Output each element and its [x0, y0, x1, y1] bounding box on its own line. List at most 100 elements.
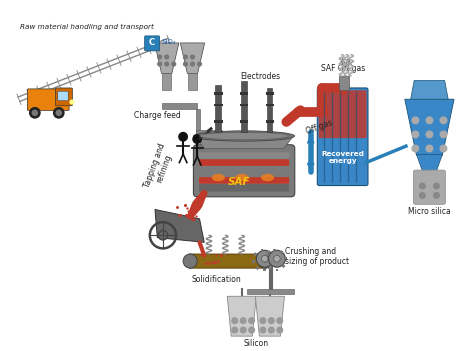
Bar [264, 260, 267, 263]
Bar [196, 108, 200, 134]
FancyBboxPatch shape [317, 88, 368, 186]
Circle shape [187, 214, 193, 219]
Bar [268, 266, 272, 270]
FancyBboxPatch shape [27, 89, 69, 111]
Circle shape [199, 193, 205, 199]
Bar [267, 250, 271, 254]
Circle shape [262, 256, 268, 262]
Circle shape [191, 205, 198, 213]
Circle shape [56, 110, 61, 115]
Circle shape [201, 191, 207, 197]
Bar [266, 120, 274, 123]
Bar [163, 103, 197, 108]
FancyBboxPatch shape [199, 152, 289, 159]
Polygon shape [155, 43, 179, 73]
Circle shape [30, 108, 40, 118]
Bar [282, 264, 285, 268]
Text: Recovered
energy: Recovered energy [321, 151, 364, 164]
Bar [196, 130, 221, 134]
Circle shape [200, 193, 206, 198]
Circle shape [158, 55, 162, 59]
Circle shape [249, 327, 255, 333]
Text: Off gas: Off gas [305, 118, 334, 136]
Circle shape [434, 183, 439, 189]
Circle shape [190, 207, 197, 214]
Circle shape [179, 133, 187, 141]
Polygon shape [255, 296, 284, 336]
FancyBboxPatch shape [193, 145, 295, 197]
Ellipse shape [261, 174, 274, 181]
Bar [241, 81, 247, 132]
Text: Crushing and
sizing of product: Crushing and sizing of product [285, 247, 349, 266]
Circle shape [232, 318, 237, 324]
Circle shape [419, 193, 425, 198]
Circle shape [277, 318, 283, 324]
Circle shape [232, 327, 237, 333]
FancyBboxPatch shape [199, 159, 289, 166]
Polygon shape [180, 43, 205, 73]
FancyBboxPatch shape [55, 88, 73, 106]
Circle shape [172, 62, 175, 66]
Circle shape [54, 108, 64, 118]
Circle shape [70, 100, 74, 104]
Bar [247, 289, 294, 294]
Bar [272, 257, 274, 260]
FancyBboxPatch shape [199, 177, 289, 184]
Circle shape [260, 318, 266, 324]
Ellipse shape [235, 174, 248, 181]
Circle shape [197, 195, 204, 202]
Bar [284, 257, 287, 260]
Circle shape [412, 145, 419, 152]
Polygon shape [417, 154, 442, 174]
Text: C: C [149, 38, 155, 47]
Circle shape [240, 318, 246, 324]
Circle shape [191, 204, 200, 212]
Bar [266, 92, 274, 95]
Circle shape [192, 200, 201, 210]
Bar [273, 249, 275, 252]
Bar [240, 120, 248, 123]
Circle shape [197, 196, 204, 203]
Circle shape [196, 197, 204, 204]
Text: Micro silica: Micro silica [408, 207, 451, 216]
Text: SiO₂: SiO₂ [161, 39, 176, 45]
Circle shape [268, 250, 285, 267]
FancyBboxPatch shape [188, 254, 267, 268]
Text: SAF Off gas: SAF Off gas [320, 64, 365, 73]
Circle shape [268, 318, 274, 324]
Circle shape [183, 254, 197, 268]
Text: Electrodes: Electrodes [240, 72, 281, 81]
Circle shape [32, 110, 37, 115]
Bar [240, 92, 248, 95]
Circle shape [158, 62, 162, 66]
Polygon shape [405, 99, 454, 155]
Circle shape [249, 318, 255, 324]
Bar [188, 73, 197, 90]
Circle shape [434, 193, 439, 198]
Bar [339, 76, 349, 90]
Circle shape [277, 327, 283, 333]
Circle shape [193, 200, 202, 209]
Bar [216, 85, 221, 132]
FancyBboxPatch shape [199, 184, 289, 192]
Bar [240, 104, 248, 106]
Bar [206, 127, 213, 133]
Circle shape [188, 213, 193, 219]
Circle shape [258, 254, 272, 268]
Circle shape [191, 206, 198, 214]
Circle shape [426, 131, 433, 138]
Circle shape [412, 117, 419, 124]
Circle shape [198, 194, 205, 201]
Circle shape [191, 205, 199, 212]
Circle shape [194, 198, 203, 207]
Circle shape [190, 208, 196, 215]
Circle shape [273, 256, 280, 262]
Bar [265, 252, 270, 256]
Circle shape [193, 135, 201, 143]
Bar [266, 104, 274, 106]
Circle shape [183, 55, 187, 59]
Bar [252, 260, 255, 263]
FancyBboxPatch shape [145, 36, 160, 51]
Circle shape [183, 62, 187, 66]
Bar [280, 250, 283, 254]
